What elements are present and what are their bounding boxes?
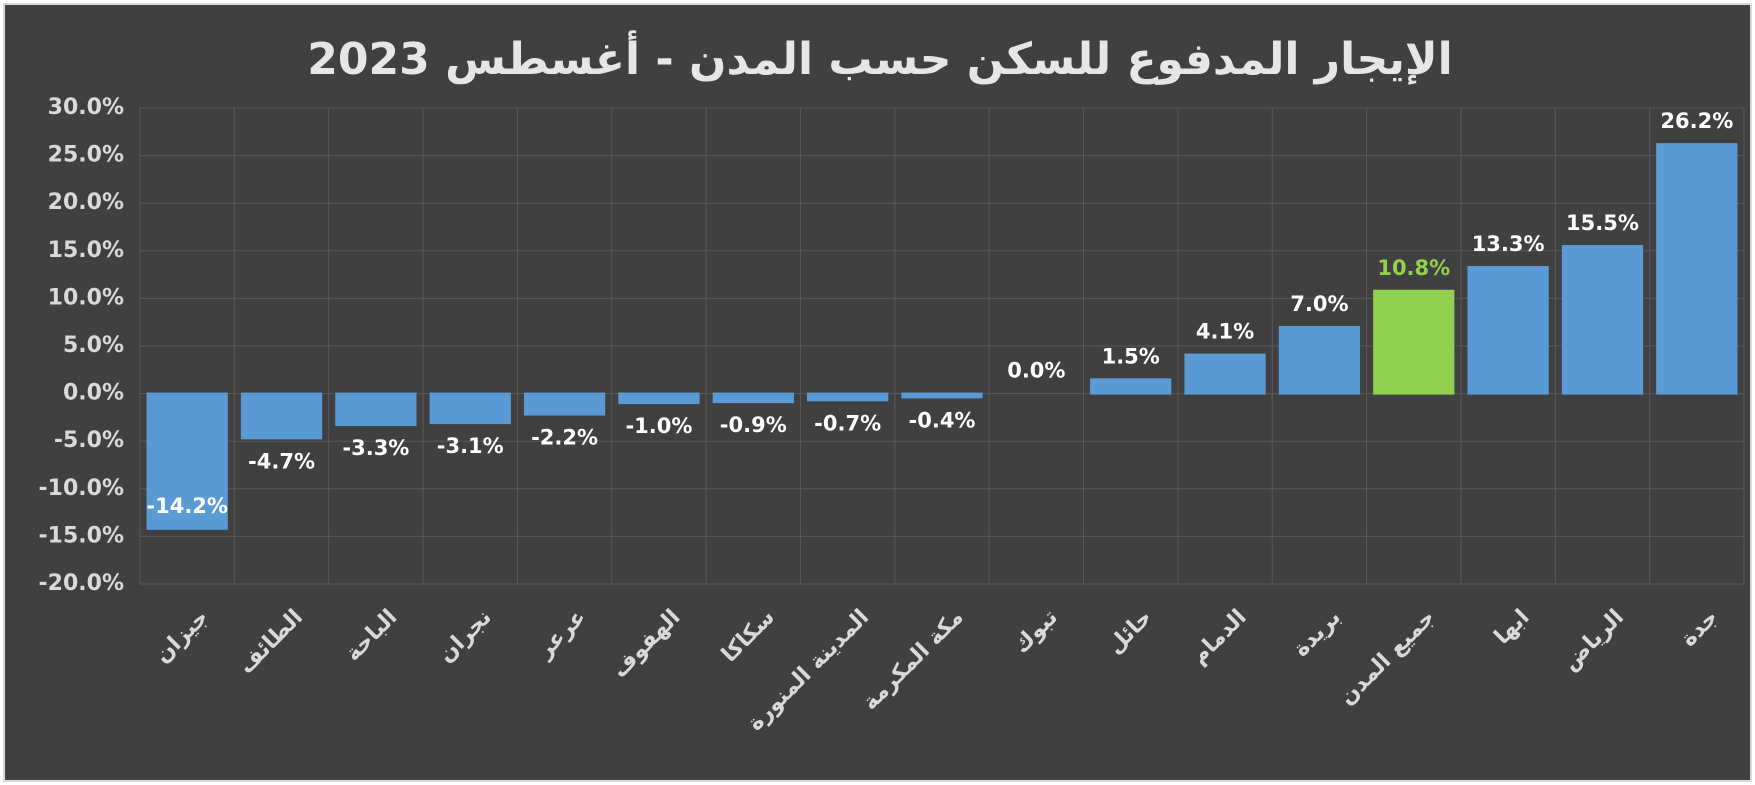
chart-title: الإيجار المدفوع للسكن حسب المدن - أغسطس … — [307, 30, 1452, 85]
value-label: -2.2% — [531, 426, 598, 450]
bar — [1373, 289, 1455, 395]
y-tick-label: 20.0% — [48, 190, 124, 215]
value-label: 15.5% — [1566, 211, 1639, 235]
chart-background — [3, 3, 1752, 782]
bar — [1561, 245, 1644, 395]
value-label: -0.9% — [720, 413, 787, 437]
y-tick-label: 5.0% — [63, 333, 124, 358]
y-tick-label: -5.0% — [54, 428, 124, 453]
value-label: -3.3% — [342, 436, 409, 460]
value-label: -0.4% — [909, 408, 976, 432]
value-label: -14.2% — [146, 494, 228, 518]
bar — [335, 392, 417, 427]
bar — [1278, 325, 1361, 395]
value-label: 26.2% — [1660, 109, 1733, 133]
value-label: -4.7% — [248, 449, 315, 473]
y-tick-label: 0.0% — [63, 381, 124, 406]
value-label: 1.5% — [1102, 344, 1160, 368]
value-label: -1.0% — [625, 414, 692, 438]
y-tick-label: 10.0% — [48, 285, 124, 310]
bar — [1467, 265, 1549, 395]
y-tick-label: 30.0% — [48, 95, 124, 120]
y-tick-label: -20.0% — [39, 571, 124, 596]
y-tick-label: -10.0% — [39, 476, 124, 501]
value-label: -3.1% — [437, 434, 504, 458]
bar — [712, 392, 794, 404]
value-label: 10.8% — [1377, 256, 1450, 280]
bar — [1090, 378, 1172, 395]
bar — [1184, 353, 1266, 395]
value-label: 13.3% — [1472, 232, 1545, 256]
bar — [1656, 143, 1738, 395]
bar — [240, 392, 323, 440]
bar — [429, 392, 511, 425]
bar — [146, 392, 228, 530]
value-label: -0.7% — [814, 411, 881, 435]
y-tick-label: 25.0% — [48, 143, 124, 168]
bar — [901, 392, 983, 399]
value-label: 4.1% — [1196, 320, 1254, 344]
value-label: 7.0% — [1290, 292, 1348, 316]
bar — [523, 392, 606, 416]
bar — [807, 392, 889, 402]
y-tick-label: -15.0% — [39, 523, 124, 548]
bar — [618, 392, 700, 405]
y-tick-label: 15.0% — [48, 238, 124, 263]
value-label: 0.0% — [1007, 359, 1065, 383]
